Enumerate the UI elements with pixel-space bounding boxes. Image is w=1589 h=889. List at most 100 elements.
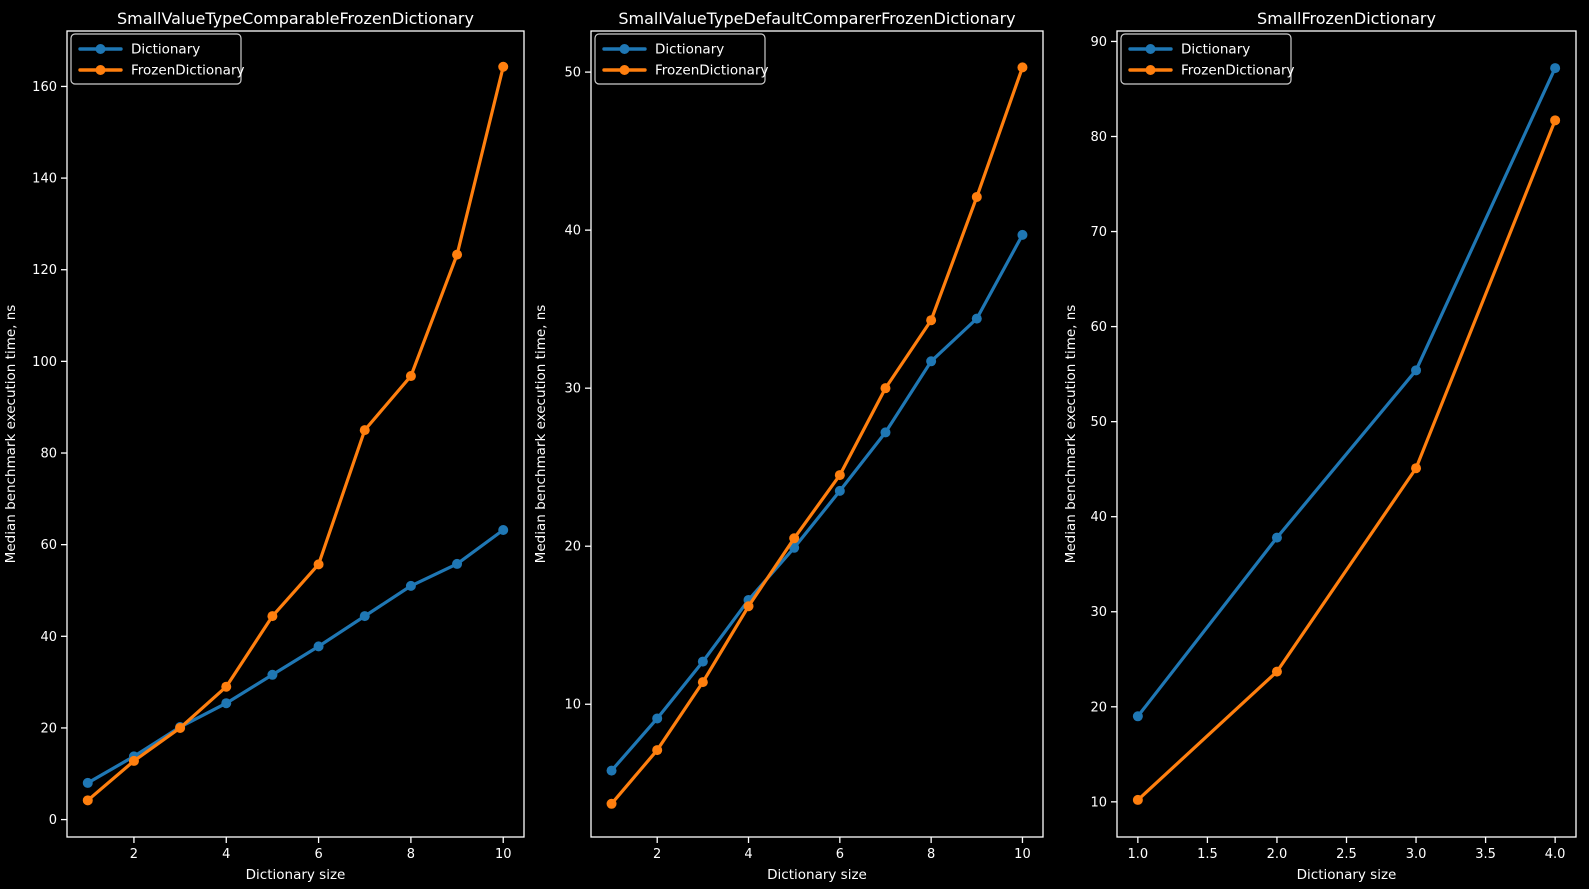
series-marker-frozendictionary: [789, 533, 800, 544]
legend-marker-sample: [95, 65, 106, 75]
x-tick-label: 1.0: [1128, 847, 1149, 862]
legend-label: FrozenDictionary: [655, 63, 768, 79]
series-marker-frozendictionary: [880, 383, 891, 394]
legend-label: FrozenDictionary: [131, 63, 244, 79]
chart-title: SmallValueTypeComparableFrozenDictionary: [117, 9, 474, 28]
x-tick-label: 4.0: [1545, 847, 1566, 862]
y-tick-label: 60: [1090, 320, 1107, 335]
chart-small-frozen-dictionary: 10 20 30 40 50 60 70 80 90 1.0 1.5 2.0 2.5 3.0 3.5 4.0 M…: [1060, 0, 1589, 889]
series-marker-frozendictionary: [175, 722, 186, 733]
chart-title: SmallFrozenDictionary: [1257, 9, 1436, 28]
x-tick-label: 4: [744, 847, 752, 862]
x-tick-label: 3.5: [1475, 847, 1496, 862]
series-marker-frozendictionary: [313, 559, 324, 570]
series-marker-frozendictionary: [1132, 794, 1143, 805]
series-marker-dictionary: [1271, 532, 1282, 543]
series-marker-frozendictionary: [128, 755, 139, 766]
chart-small-value-type-default-comparer-frozen-dictionary: 10 20 30 40 50 2 4 6 8 10 Median benchmark executi…: [530, 0, 1060, 889]
legend-entry-dictionary: Dictionary: [602, 42, 724, 58]
legend-entry-frozendictionary: FrozenDictionary: [78, 63, 244, 79]
x-axis-label: Dictionary size: [246, 867, 346, 883]
y-tick-label: 60: [40, 538, 57, 553]
x-axis-label: Dictionary size: [1297, 867, 1397, 883]
x-tick-label: 2.5: [1336, 847, 1357, 862]
x-tick-label: 2: [130, 847, 138, 862]
y-tick-label: 40: [40, 630, 57, 645]
series-marker-frozendictionary: [452, 249, 463, 260]
series-line-dictionary: [86, 528, 505, 785]
plot-border: [590, 30, 1044, 838]
y-tick-label: 50: [564, 66, 581, 81]
series-marker-dictionary: [1132, 711, 1143, 722]
legend: Dictionary FrozenDictionary: [1120, 33, 1294, 85]
y-tick-label: 160: [32, 80, 57, 95]
y-tick-label: 20: [1090, 700, 1107, 715]
series-marker-dictionary: [313, 641, 324, 652]
legend-entry-frozendictionary: FrozenDictionary: [602, 63, 768, 79]
series-marker-frozendictionary: [82, 795, 93, 806]
legend-entry-dictionary: Dictionary: [78, 42, 200, 58]
legend-entry-dictionary: Dictionary: [1128, 42, 1250, 58]
series-line-frozendictionary: [609, 65, 1025, 806]
series-marker-frozendictionary: [498, 61, 509, 72]
legend: Dictionary FrozenDictionary: [70, 33, 244, 85]
legend-entry-frozendictionary: FrozenDictionary: [1128, 63, 1294, 79]
series-marker-dictionary: [405, 580, 416, 591]
y-tick-label: 80: [40, 447, 57, 462]
legend: Dictionary FrozenDictionary: [594, 33, 768, 85]
series-marker-dictionary: [1017, 229, 1028, 240]
series-marker-frozendictionary: [1550, 115, 1561, 126]
series-marker-dictionary: [267, 669, 278, 680]
chart-canvas: 10 20 30 40 50 2 4 6 8 10 Median benchmark executi…: [530, 0, 1060, 889]
x-tick-label: 1.5: [1197, 847, 1218, 862]
y-tick-label: 10: [1090, 795, 1107, 810]
y-tick-label: 50: [1090, 415, 1107, 430]
x-axis-label: Dictionary size: [767, 867, 867, 883]
series-marker-frozendictionary: [359, 425, 370, 436]
chart-canvas: 10 20 30 40 50 60 70 80 90 1.0 1.5 2.0 2.5 3.0 3.5 4.0 M…: [1060, 0, 1589, 889]
chart-small-value-type-comparable-frozen-dictionary: 0 20 40 60 80 100 120 140 160 2 4 6 8 10 Median benchm…: [0, 0, 530, 889]
series-marker-frozendictionary: [1017, 62, 1028, 73]
series-line-dictionary: [1136, 66, 1557, 718]
series-marker-frozendictionary: [971, 191, 982, 202]
series-marker-frozendictionary: [743, 601, 754, 612]
legend-label: Dictionary: [1181, 42, 1250, 58]
series-line-dictionary: [609, 233, 1025, 773]
x-tick-label: 2.0: [1267, 847, 1288, 862]
series-marker-frozendictionary: [926, 315, 937, 326]
chart-title: SmallValueTypeDefaultComparerFrozenDicti…: [618, 9, 1015, 28]
legend-marker-sample: [619, 44, 630, 54]
x-tick-label: 10: [1014, 847, 1031, 862]
y-tick-label: 80: [1090, 130, 1107, 145]
y-axis-label: Median benchmark execution time, ns: [1063, 305, 1079, 564]
series-marker-dictionary: [452, 558, 463, 569]
series-marker-frozendictionary: [267, 611, 278, 622]
y-tick-label: 40: [1090, 510, 1107, 525]
legend-marker-sample: [1145, 65, 1156, 75]
y-tick-label: 70: [1090, 225, 1107, 240]
series-marker-frozendictionary: [834, 470, 845, 481]
series-marker-dictionary: [652, 713, 663, 724]
y-tick-label: 120: [32, 263, 57, 278]
y-tick-label: 30: [564, 382, 581, 397]
series-marker-frozendictionary: [221, 681, 232, 692]
plot-border: [66, 30, 525, 838]
series-marker-frozendictionary: [697, 677, 708, 688]
series-marker-frozendictionary: [1411, 463, 1422, 474]
x-tick-label: 3.0: [1406, 847, 1427, 862]
y-tick-label: 140: [32, 172, 57, 187]
y-tick-label: 20: [564, 540, 581, 555]
series-marker-dictionary: [1411, 365, 1422, 376]
legend-marker-sample: [1145, 44, 1156, 54]
series-marker-dictionary: [926, 356, 937, 367]
y-axis-label: Median benchmark execution time, ns: [3, 305, 19, 564]
series-marker-dictionary: [789, 542, 800, 553]
series-marker-dictionary: [880, 427, 891, 438]
x-tick-label: 4: [222, 847, 230, 862]
legend-label: Dictionary: [655, 42, 724, 58]
y-tick-label: 90: [1090, 35, 1107, 50]
series-marker-frozendictionary: [652, 745, 663, 756]
x-tick-label: 6: [314, 847, 322, 862]
series-marker-dictionary: [359, 611, 370, 622]
x-tick-label: 10: [495, 847, 512, 862]
